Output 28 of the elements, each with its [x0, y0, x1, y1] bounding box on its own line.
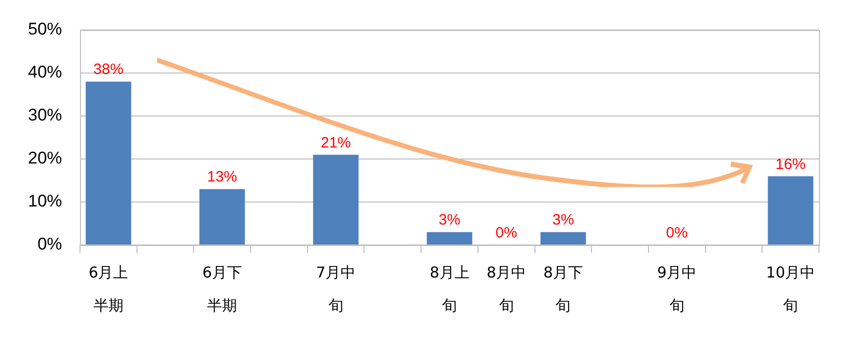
- data-label: 3%: [438, 212, 460, 229]
- bar: [313, 154, 359, 244]
- data-label: 0%: [666, 224, 688, 242]
- y-tick-label: 10%: [28, 192, 62, 211]
- bar: [426, 232, 472, 244]
- data-label: 38%: [93, 61, 124, 78]
- y-tick-label: 0%: [37, 234, 62, 254]
- bar: [768, 176, 814, 244]
- x-tick-label: 6月下半期: [202, 263, 242, 314]
- x-tick-label: 8月中旬: [486, 263, 526, 314]
- data-label: 16%: [776, 156, 806, 173]
- y-tick-label: 50%: [28, 20, 62, 39]
- bar: [86, 82, 132, 244]
- bar: [540, 232, 586, 244]
- data-label: 13%: [207, 168, 238, 186]
- x-tick-label: 6月上半期: [88, 263, 128, 314]
- data-label: 3%: [552, 212, 574, 229]
- bar: [199, 189, 245, 244]
- x-tick-label: 8月上旬: [430, 263, 470, 314]
- y-tick-label: 40%: [28, 62, 62, 82]
- data-label: 0%: [496, 224, 518, 242]
- x-tick-label: 7月中旬: [316, 263, 356, 314]
- x-tick-label: 8月下旬: [543, 263, 583, 314]
- data-label: 21%: [320, 134, 351, 152]
- y-tick-label: 20%: [28, 148, 62, 168]
- x-tick-label: 10月中旬: [766, 263, 816, 314]
- y-tick-label: 30%: [28, 106, 62, 125]
- x-tick-label: 9月中旬: [657, 263, 697, 314]
